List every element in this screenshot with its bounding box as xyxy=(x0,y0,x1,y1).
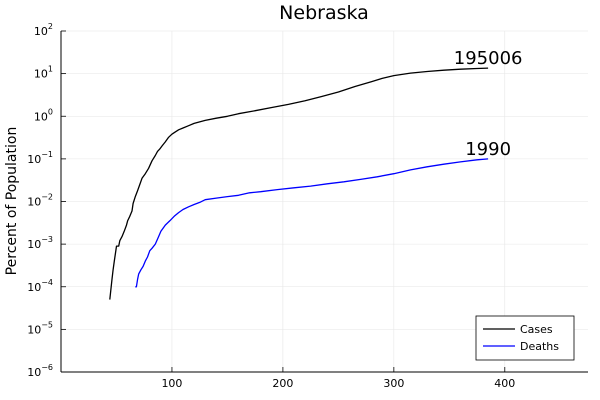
x-ticks: 100 200 300 400 xyxy=(161,367,515,390)
y-tick-label: 100 xyxy=(34,107,53,123)
y-tick-label: 10−2 xyxy=(27,193,53,209)
x-tick-label: 100 xyxy=(161,377,182,390)
y-tick-label: 10−1 xyxy=(27,150,53,166)
series xyxy=(109,67,489,300)
series-line-cases xyxy=(109,67,489,300)
y-tick-label: 10−3 xyxy=(27,235,53,251)
chart-title: Nebraska xyxy=(279,2,369,24)
y-tick-label: 10−6 xyxy=(27,363,53,379)
y-axis-label: Percent of Population xyxy=(4,127,20,276)
series-line-deaths xyxy=(135,158,489,288)
x-tick-label: 300 xyxy=(383,377,404,390)
legend-box xyxy=(475,315,575,361)
y-tick-label: 10−4 xyxy=(27,278,53,294)
y-tick-label: 102 xyxy=(34,22,53,38)
legend-label-cases: Cases xyxy=(520,323,553,336)
legend-label-deaths: Deaths xyxy=(520,340,559,353)
end-annotations: 195006 1990 xyxy=(454,48,523,160)
x-tick-label: 200 xyxy=(272,377,293,390)
legend: Cases Deaths xyxy=(475,315,575,361)
y-tick-label: 101 xyxy=(34,65,53,81)
x-tick-label: 400 xyxy=(494,377,515,390)
end-label-deaths: 1990 xyxy=(465,139,511,160)
y-ticks: 10−6 10−5 10−4 10−3 10−2 10−1 100 101 102 xyxy=(27,22,66,379)
y-tick-label: 10−5 xyxy=(27,320,53,336)
end-label-cases: 195006 xyxy=(454,48,523,69)
